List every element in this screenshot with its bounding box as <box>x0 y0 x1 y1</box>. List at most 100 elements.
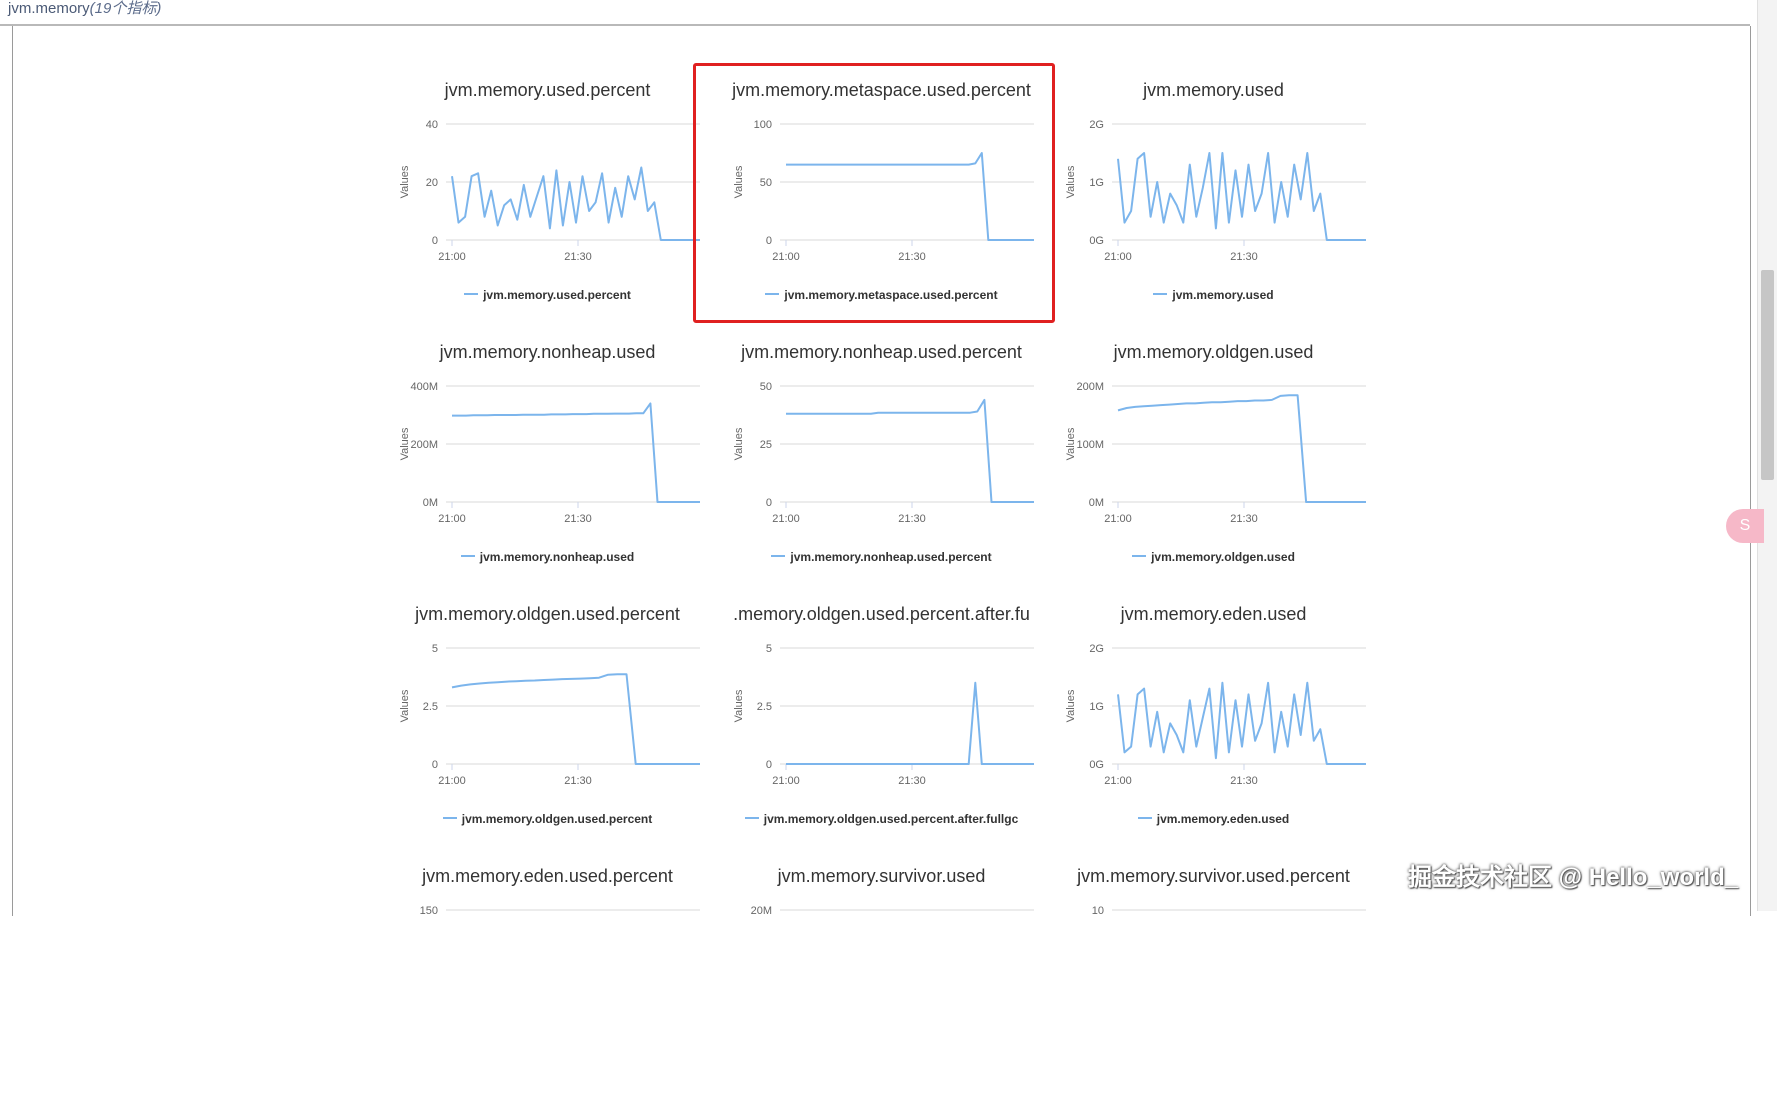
chart-title: jvm.memory.eden.used <box>1120 604 1307 624</box>
chart-legend[interactable]: jvm.memory.used <box>1046 288 1381 302</box>
y-tick-label: 400M <box>410 381 438 393</box>
chart-jvm-memory-survivor-used-percent[interactable]: jvm.memory.survivor.used.percent 10 <box>1046 850 1381 1112</box>
chart-jvm-memory-used[interactable]: jvm.memory.used 0G 1G 2G Values 21:00 21:30 jvm… <box>1046 64 1381 326</box>
chart-legend[interactable]: jvm.memory.used.percent <box>380 288 715 302</box>
series-line[interactable] <box>786 681 1034 765</box>
chart-legend[interactable]: jvm.memory.nonheap.used.percent <box>714 550 1049 564</box>
legend-label: jvm.memory.eden.used <box>1156 812 1290 826</box>
chart-legend[interactable]: jvm.memory.eden.used <box>1046 812 1381 826</box>
y-tick-label: 100 <box>754 119 772 131</box>
floating-side-button[interactable]: S <box>1726 509 1764 543</box>
y-tick-label: 1G <box>1089 177 1104 189</box>
chart-jvm-memory-metaspace-used-percent[interactable]: jvm.memory.metaspace.used.percent 0 50 100 V… <box>714 64 1049 326</box>
series-line[interactable] <box>452 402 700 503</box>
chart-plot: 0 2.5 5 Values 21:00 21:30 <box>399 643 700 787</box>
legend-swatch <box>765 292 780 295</box>
chart-title: jvm.memory.nonheap.used.percent <box>741 342 1022 362</box>
y-axis-label: Values <box>399 689 411 722</box>
legend-label: jvm.memory.oldgen.used.percent.after.ful… <box>763 812 1019 826</box>
y-tick-label: 2.5 <box>757 701 772 713</box>
chart-title: jvm.memory.metaspace.used.percent <box>732 80 1031 100</box>
chart-legend[interactable]: jvm.memory.oldgen.used.percent <box>380 812 715 826</box>
y-axis-label: Values <box>1065 689 1077 722</box>
scrollbar-thumb[interactable] <box>1761 270 1774 480</box>
x-tick-label: 21:30 <box>898 513 926 525</box>
chart-title: jvm.memory.used <box>1143 80 1284 100</box>
legend-swatch <box>1153 292 1168 295</box>
chart-panel <box>12 26 1751 916</box>
vertical-scrollbar[interactable] <box>1757 0 1777 911</box>
chart-jvm-memory-eden-used[interactable]: jvm.memory.eden.used 0G 1G 2G Values 21:00 21:… <box>1046 588 1381 850</box>
group-header: jvm.memory(19个指标) <box>0 0 1750 26</box>
y-tick-label: 2.5 <box>423 701 438 713</box>
legend-label: jvm.memory.nonheap.used <box>479 550 635 564</box>
chart-memory-oldgen-used-percent-after-fu[interactable]: .memory.oldgen.used.percent.after.fu 0 2.5… <box>714 588 1049 850</box>
legend-label: jvm.memory.metaspace.used.percent <box>784 288 998 302</box>
chart-title: jvm.memory.oldgen.used <box>1113 342 1314 362</box>
x-tick-label: 21:00 <box>1104 775 1132 787</box>
x-tick-label: 21:00 <box>438 775 466 787</box>
chart-jvm-memory-nonheap-used-percent[interactable]: jvm.memory.nonheap.used.percent 0 25 50 Valu… <box>714 326 1049 588</box>
chart-jvm-memory-used-percent[interactable]: jvm.memory.used.percent 0 20 40 Values 21:00 2… <box>380 64 715 326</box>
series-line[interactable] <box>1117 152 1366 241</box>
legend-label: jvm.memory.used.percent <box>483 288 631 302</box>
y-tick-label: 1G <box>1089 701 1104 713</box>
chart-jvm-memory-nonheap-used[interactable]: jvm.memory.nonheap.used 0M 200M 400M Values 2… <box>380 326 715 588</box>
x-tick-label: 21:30 <box>1230 775 1258 787</box>
chart-legend[interactable]: jvm.memory.nonheap.used <box>380 550 715 564</box>
x-tick-label: 21:30 <box>898 251 926 263</box>
y-tick-label: 0 <box>766 759 772 771</box>
series-line[interactable] <box>1117 394 1366 503</box>
y-tick-label: 50 <box>760 177 772 189</box>
y-tick-label: 5 <box>432 643 438 655</box>
y-axis-label: Values <box>1065 165 1077 198</box>
group-title[interactable]: jvm.memory(19个指标) <box>8 0 161 18</box>
y-tick-label: 0 <box>766 497 772 509</box>
chart-title: jvm.memory.eden.used.percent <box>422 866 673 886</box>
chart-plot: 0M 200M 400M Values 21:00 21:30 <box>399 381 700 525</box>
chart-jvm-memory-oldgen-used[interactable]: jvm.memory.oldgen.used 0M 100M 200M Values 21… <box>1046 326 1381 588</box>
series-line[interactable] <box>786 398 1034 503</box>
series-line[interactable] <box>451 673 700 765</box>
y-axis-label: Values <box>399 427 411 460</box>
chart-jvm-memory-eden-used-percent[interactable]: jvm.memory.eden.used.percent 150 <box>380 850 715 1112</box>
legend-swatch <box>744 816 759 819</box>
y-tick-label: 20 <box>426 177 438 189</box>
y-tick-label: 0G <box>1089 235 1104 247</box>
chart-title: jvm.memory.survivor.used <box>777 866 986 886</box>
group-name: jvm.memory <box>8 0 90 17</box>
y-axis-label: Values <box>399 165 411 198</box>
series-line[interactable] <box>1117 681 1366 765</box>
y-axis-label: Values <box>733 689 745 722</box>
y-tick-label: 25 <box>760 439 772 451</box>
chart-plot: 0G 1G 2G Values 21:00 21:30 <box>1065 643 1366 787</box>
chart-jvm-memory-oldgen-used-percent[interactable]: jvm.memory.oldgen.used.percent 0 2.5 5 Value… <box>380 588 715 850</box>
series-line[interactable] <box>451 166 700 241</box>
x-tick-label: 21:30 <box>564 513 592 525</box>
legend-label: jvm.memory.oldgen.used <box>1151 550 1295 564</box>
chart-plot: 0M 100M 200M Values 21:00 21:30 <box>1065 381 1366 525</box>
chart-plot: 0 25 50 Values 21:00 21:30 <box>733 381 1034 525</box>
y-tick-label: 0G <box>1089 759 1104 771</box>
y-tick-label: 200M <box>410 439 438 451</box>
y-tick-label: 0M <box>1089 497 1104 509</box>
chart-legend[interactable]: jvm.memory.metaspace.used.percent <box>714 288 1049 302</box>
legend-label: jvm.memory.used <box>1172 288 1274 302</box>
y-tick-label: 100M <box>1076 439 1104 451</box>
chart-legend[interactable]: jvm.memory.oldgen.used <box>1046 550 1381 564</box>
chart-plot: 0 20 40 Values 21:00 21:30 <box>399 119 700 263</box>
x-tick-label: 21:00 <box>772 775 800 787</box>
x-tick-label: 21:30 <box>564 775 592 787</box>
chart-jvm-memory-survivor-used[interactable]: jvm.memory.survivor.used 20M <box>714 850 1049 1112</box>
x-tick-label: 21:30 <box>1230 251 1258 263</box>
legend-swatch <box>1137 816 1152 819</box>
chart-plot: 20M <box>751 905 1034 917</box>
series-line[interactable] <box>786 152 1034 241</box>
y-tick-label: 0 <box>432 759 438 771</box>
y-tick-label: 40 <box>426 119 438 131</box>
chart-legend[interactable]: jvm.memory.oldgen.used.percent.after.ful… <box>714 812 1049 826</box>
x-tick-label: 21:00 <box>438 251 466 263</box>
chart-plot: 10 <box>1092 905 1366 917</box>
y-tick-label: 2G <box>1089 119 1104 131</box>
chart-title: jvm.memory.nonheap.used <box>439 342 656 362</box>
